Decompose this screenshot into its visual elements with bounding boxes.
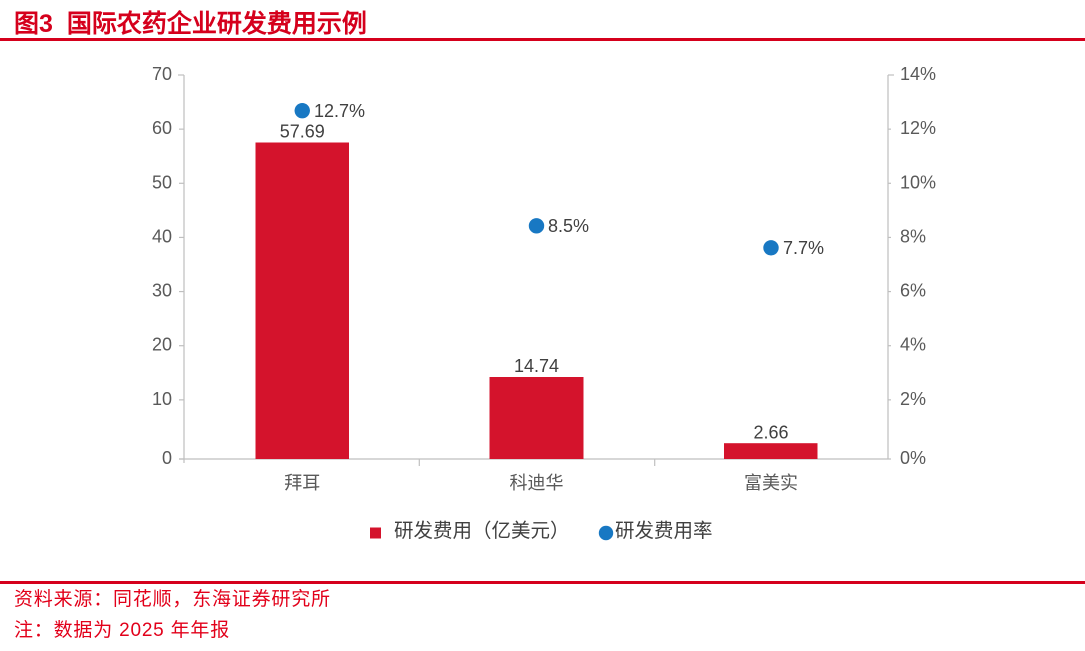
svg-text:50: 50 [152,172,172,192]
svg-text:10: 10 [152,389,172,409]
svg-text:0: 0 [162,448,172,468]
svg-text:10%: 10% [900,172,936,192]
svg-text:研发费用（亿美元）: 研发费用（亿美元） [394,520,570,542]
svg-text:60: 60 [152,118,172,138]
svg-text:4%: 4% [900,335,926,355]
svg-text:20: 20 [152,335,172,355]
svg-text:30: 30 [152,281,172,301]
svg-text:12%: 12% [900,118,936,138]
svg-text:6%: 6% [900,281,926,301]
svg-text:富美实: 富美实 [744,473,798,493]
svg-text:2%: 2% [900,389,926,409]
svg-text:40: 40 [152,226,172,246]
svg-text:科迪华: 科迪华 [510,473,564,493]
svg-text:7.7%: 7.7% [783,238,824,258]
svg-text:0%: 0% [900,448,926,468]
svg-text:70: 70 [152,64,172,84]
svg-text:2.66: 2.66 [753,423,788,443]
svg-text:拜耳: 拜耳 [284,473,320,493]
svg-text:12.7%: 12.7% [314,101,365,121]
svg-text:研发费用率: 研发费用率 [615,520,713,542]
svg-text:57.69: 57.69 [280,122,325,142]
svg-text:14.74: 14.74 [514,356,559,376]
svg-text:14%: 14% [900,64,936,84]
svg-text:8%: 8% [900,226,926,246]
svg-text:8.5%: 8.5% [548,216,589,236]
